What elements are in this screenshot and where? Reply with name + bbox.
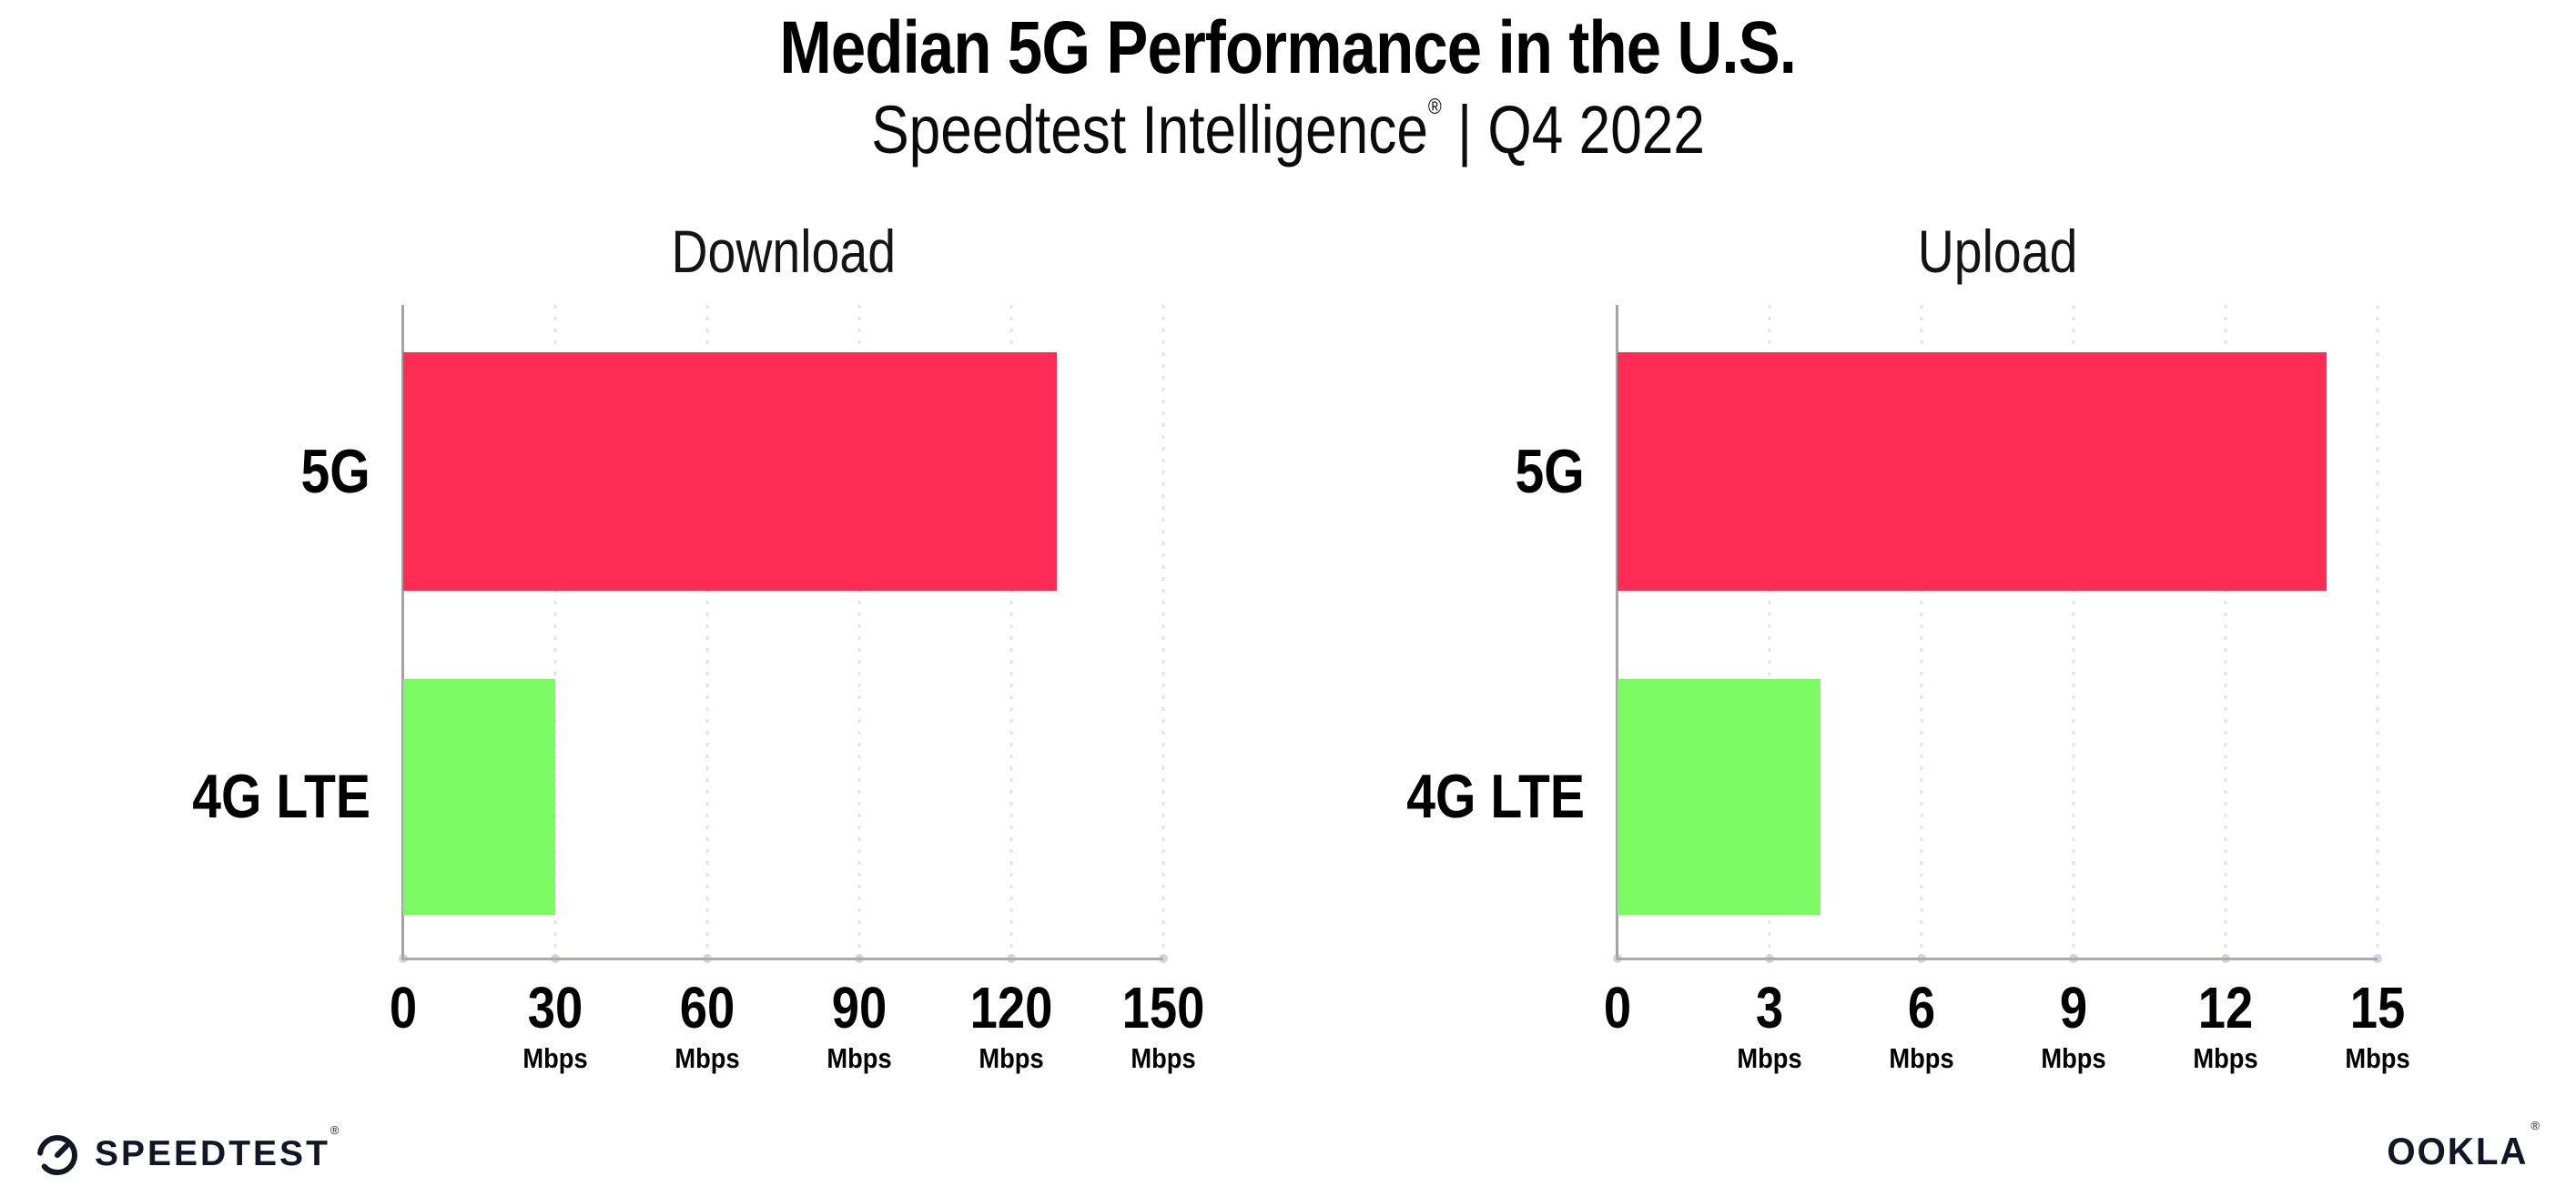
category-label-5g: 5G bbox=[1515, 437, 1585, 506]
download-plot-area: 0 30 Mbps 60 Mbps 90 Mbps 120 Mbps 150 Mbps 5G 4G LT… bbox=[192, 305, 1204, 1072]
ookla-registered-icon: ® bbox=[2530, 1119, 2540, 1132]
4g-lte-bar bbox=[403, 679, 555, 915]
x-tick-value: 150 bbox=[1121, 975, 1205, 1040]
category-label-4g-lte: 4G LTE bbox=[192, 762, 370, 831]
x-tick-unit: Mbps bbox=[979, 1042, 1044, 1074]
x-tick-value: 15 bbox=[2349, 975, 2406, 1040]
x-tick-unit: Mbps bbox=[674, 1042, 740, 1074]
x-tick-unit: Mbps bbox=[1131, 1042, 1196, 1074]
x-tick-label-9: 9 Mbps bbox=[2037, 979, 2111, 1072]
x-tick-label-0: 0 bbox=[1601, 979, 1634, 1037]
x-tick-value: 3 bbox=[1755, 975, 1784, 1040]
x-tick-label-120: 120 Mbps bbox=[963, 979, 1060, 1072]
gridline-150 bbox=[1161, 305, 1165, 959]
gridline-6 bbox=[1920, 305, 1923, 959]
x-tick-value: 12 bbox=[2197, 975, 2254, 1040]
x-tick-label-3: 3 Mbps bbox=[1733, 979, 1807, 1072]
speedtest-gauge-icon bbox=[37, 1135, 77, 1175]
5g-bar bbox=[1618, 352, 2328, 591]
gridline-90 bbox=[857, 305, 861, 959]
x-tick-value: 9 bbox=[2059, 975, 2088, 1040]
gridline-15 bbox=[2376, 305, 2379, 959]
x-tick-unit: Mbps bbox=[2345, 1042, 2410, 1074]
x-tick-value: 6 bbox=[1907, 975, 1936, 1040]
x-tick-label-6: 6 Mbps bbox=[1885, 979, 1959, 1072]
gridline-9 bbox=[2072, 305, 2075, 959]
x-tick-label-15: 15 Mbps bbox=[2341, 979, 2415, 1072]
subtitle-period: | Q4 2022 bbox=[1441, 92, 1705, 167]
ookla-logo: OOKLA® bbox=[2384, 1119, 2540, 1173]
x-tick-unit: Mbps bbox=[827, 1042, 892, 1074]
download-chart-title-text: Download bbox=[671, 218, 896, 285]
axis-tick-dot-150 bbox=[1159, 954, 1168, 963]
gridline-60 bbox=[705, 305, 709, 959]
ookla-wordmark: OOKLA bbox=[2386, 1130, 2529, 1172]
x-tick-value: 120 bbox=[969, 975, 1053, 1040]
page-subtitle: Speedtest Intelligence® | Q4 2022 bbox=[0, 91, 2576, 168]
x-tick-label-0: 0 bbox=[387, 979, 420, 1037]
speedtest-wordmark: SPEEDTEST® bbox=[95, 1123, 339, 1174]
gridline-120 bbox=[1009, 305, 1013, 959]
x-tick-unit: Mbps bbox=[2193, 1042, 2258, 1074]
upload-chart-title: Upload bbox=[1618, 217, 2378, 286]
x-tick-value: 0 bbox=[389, 975, 418, 1040]
x-tick-value: 0 bbox=[1603, 975, 1632, 1040]
4g-lte-bar bbox=[1618, 679, 1820, 915]
x-tick-unit: Mbps bbox=[1737, 1042, 1802, 1074]
category-label-5g: 5G bbox=[300, 437, 370, 506]
gridline-12 bbox=[2224, 305, 2227, 959]
y-axis-line bbox=[401, 305, 404, 959]
page-title: Median 5G Performance in the U.S. bbox=[0, 5, 2576, 91]
subtitle-brand: Speedtest Intelligence bbox=[871, 92, 1428, 167]
x-tick-label-60: 60 Mbps bbox=[671, 979, 745, 1072]
y-axis-line bbox=[1616, 305, 1618, 959]
x-tick-value: 60 bbox=[679, 975, 735, 1040]
x-tick-unit: Mbps bbox=[1889, 1042, 1954, 1074]
speedtest-logo: SPEEDTEST® bbox=[35, 1123, 339, 1177]
speedtest-registered-icon: ® bbox=[330, 1123, 340, 1137]
download-chart-title: Download bbox=[403, 217, 1163, 286]
category-label-4g-lte: 4G LTE bbox=[1406, 762, 1585, 831]
gridline-3 bbox=[1768, 305, 1771, 959]
x-tick-label-30: 30 Mbps bbox=[519, 979, 593, 1072]
x-axis-line bbox=[1616, 958, 2378, 960]
x-tick-label-90: 90 Mbps bbox=[823, 979, 897, 1072]
x-axis-line bbox=[401, 958, 1163, 960]
page-title-text: Median 5G Performance in the U.S. bbox=[779, 6, 1798, 89]
upload-chart-title-text: Upload bbox=[1917, 218, 2078, 285]
5g-bar bbox=[403, 352, 1058, 591]
gridline-30 bbox=[553, 305, 557, 959]
page-subtitle-text: Speedtest Intelligence® | Q4 2022 bbox=[871, 91, 1705, 168]
x-tick-label-12: 12 Mbps bbox=[2189, 979, 2263, 1072]
speedtest-word: SPEEDTEST bbox=[95, 1134, 330, 1173]
x-tick-value: 30 bbox=[527, 975, 583, 1040]
x-tick-unit: Mbps bbox=[2041, 1042, 2106, 1074]
upload-plot-area: 0 3 Mbps 6 Mbps 9 Mbps 12 Mbps 15 Mbps 5G 4G LTE bbox=[1406, 305, 2410, 1072]
x-tick-label-150: 150 Mbps bbox=[1115, 979, 1212, 1072]
x-tick-value: 90 bbox=[831, 975, 887, 1040]
x-tick-unit: Mbps bbox=[522, 1042, 588, 1074]
axis-tick-dot-15 bbox=[2373, 954, 2382, 963]
registered-trademark-icon: ® bbox=[1427, 95, 1442, 119]
